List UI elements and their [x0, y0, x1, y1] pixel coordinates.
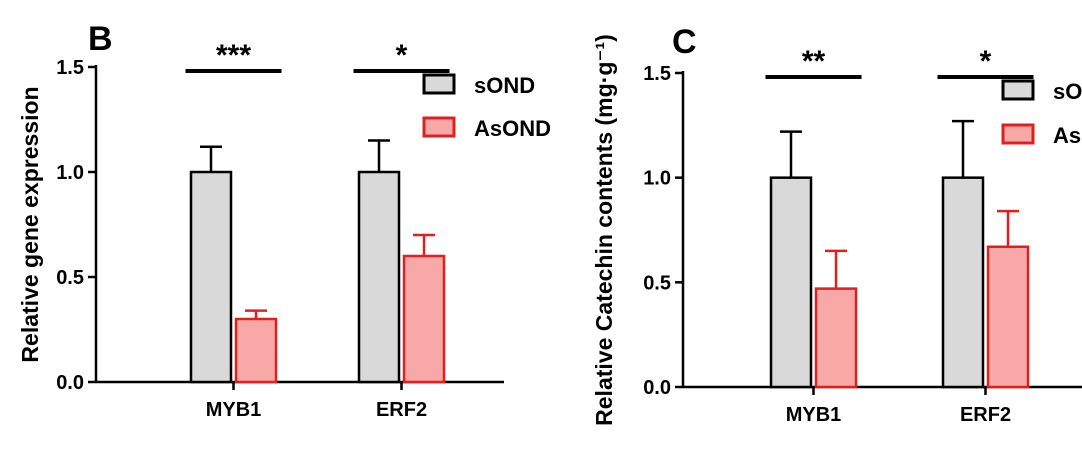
y-tick-label: 0.5 [643, 272, 671, 294]
significance-stars: ** [802, 45, 826, 78]
significance-stars: *** [216, 39, 251, 72]
legend-label: sOND [1053, 79, 1082, 104]
x-category-label: ERF2 [960, 404, 1011, 426]
y-tick-label: 0.0 [643, 377, 671, 399]
legend-swatch [422, 73, 456, 95]
y-tick-label: 0.0 [56, 372, 84, 394]
y-tick-label: 1.5 [56, 57, 84, 79]
y-tick-label: 1.5 [643, 63, 671, 85]
panel-letter: B [88, 20, 113, 58]
panel-letter: C [672, 23, 697, 61]
legend-label: AsOND [474, 116, 551, 141]
x-category-label: MYB1 [786, 404, 842, 426]
bar [189, 170, 233, 384]
y-tick-label: 1.0 [56, 162, 84, 184]
significance-stars: * [396, 39, 408, 72]
bar [769, 176, 813, 389]
bar [814, 287, 858, 389]
legend-label: sOND [474, 73, 535, 98]
y-axis-title: Relative gene expression [17, 86, 43, 362]
bar [986, 245, 1030, 389]
y-tick-label: 1.0 [643, 168, 671, 190]
x-category-label: ERF2 [376, 399, 427, 421]
bar [234, 317, 278, 384]
y-tick-label: 0.5 [56, 267, 84, 289]
legend-swatch [1001, 123, 1035, 145]
bar [357, 170, 401, 384]
bar [402, 254, 446, 384]
legend-label: AsOND [1053, 123, 1082, 148]
y-axis-title: Relative Catechin contents (mg·g⁻¹) [591, 34, 617, 426]
x-category-label: MYB1 [206, 399, 262, 421]
bar [941, 176, 985, 389]
legend-swatch [1001, 79, 1035, 101]
significance-stars: * [980, 45, 992, 78]
legend-swatch [422, 116, 456, 138]
